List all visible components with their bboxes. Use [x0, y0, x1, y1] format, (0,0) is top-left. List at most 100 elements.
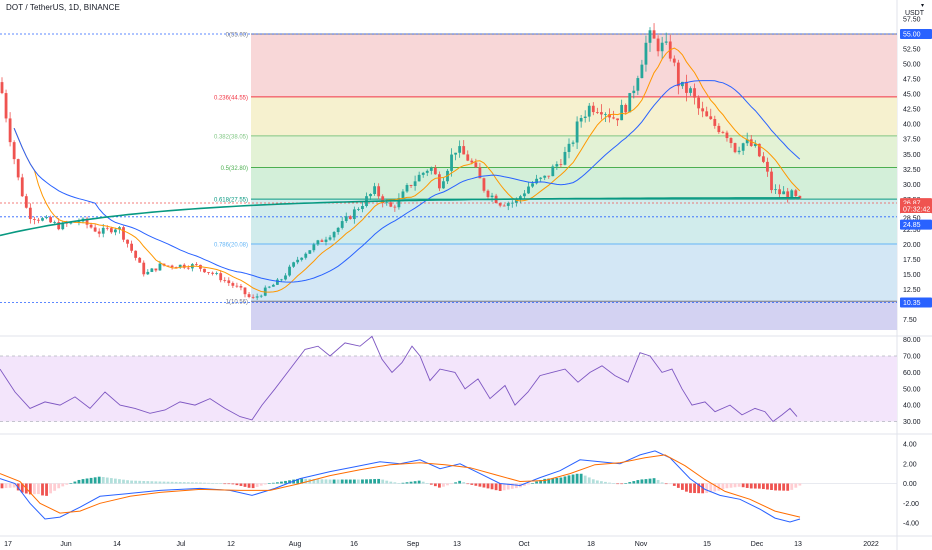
candle-body: [328, 237, 332, 240]
candle-body: [632, 90, 636, 94]
candle: [308, 250, 312, 254]
candle-body: [741, 143, 745, 151]
symbol-title[interactable]: DOT / TetherUS, 1D, BINANCE: [6, 3, 120, 12]
macd-histogram-bar: [97, 476, 101, 484]
candle-body: [672, 58, 676, 63]
candle: [231, 281, 235, 289]
macd-histogram-bar: [243, 483, 247, 487]
macd-histogram-bar: [0, 483, 4, 489]
candle: [182, 263, 186, 270]
macd-histogram-bar: [429, 483, 433, 485]
candle: [267, 286, 271, 289]
candle-body: [664, 41, 668, 43]
fib-zone: [251, 243, 897, 302]
candle-body: [122, 227, 125, 240]
candle-body: [186, 267, 190, 269]
macd-histogram-bar: [604, 481, 607, 484]
candle: [612, 110, 615, 120]
candle: [733, 142, 737, 154]
candle-body: [628, 93, 632, 113]
candle: [413, 175, 417, 191]
candle: [146, 269, 150, 276]
candle-body: [45, 217, 48, 219]
macd-histogram-bar: [753, 483, 757, 489]
macd-histogram-bar: [174, 481, 178, 484]
candle: [462, 140, 466, 155]
candle-body: [701, 108, 705, 112]
candle-body: [616, 118, 619, 121]
candle-body: [656, 38, 660, 52]
price-tick-label: 52.50: [903, 47, 921, 54]
macd-histogram-bar: [527, 483, 530, 485]
candle: [749, 134, 753, 147]
candle-body: [433, 167, 437, 175]
fib-level-label: 0.5(32.80): [221, 166, 248, 172]
candle: [660, 36, 664, 59]
price-badge: [900, 297, 932, 308]
macd-histogram-bar: [535, 481, 538, 484]
candle-body: [316, 240, 320, 245]
candle-body: [519, 196, 522, 200]
candle: [474, 158, 478, 169]
macd-histogram-bar: [251, 483, 255, 489]
candle: [701, 101, 705, 118]
macd-histogram-bar: [211, 483, 214, 484]
candle: [154, 268, 158, 273]
candle-body: [547, 175, 551, 177]
rsi-band: [0, 356, 897, 422]
candle: [527, 181, 530, 194]
candle: [122, 225, 125, 243]
macd-histogram-bar: [284, 480, 287, 484]
candle-body: [506, 203, 510, 206]
candle: [636, 75, 640, 96]
candle-body: [231, 283, 235, 286]
candle-body: [12, 142, 16, 160]
candle-body: [101, 227, 105, 234]
rsi-pane: 80.00 70.00 60.00 50.00 40.00 30.00: [0, 335, 921, 426]
macd-histogram-bar: [271, 482, 275, 484]
macd-histogram-bar: [620, 483, 624, 485]
candle-body: [591, 105, 595, 113]
candle-body: [749, 139, 753, 146]
macd-histogram-bar: [757, 483, 761, 489]
candle: [259, 294, 263, 298]
candle-body: [786, 191, 790, 198]
macd-histogram-bar: [770, 483, 773, 490]
candle: [717, 123, 721, 134]
candle-body: [215, 273, 219, 274]
candle: [523, 190, 526, 199]
macd-histogram-bar: [158, 481, 162, 484]
macd-histogram-bar: [61, 483, 65, 487]
fib-zone: [251, 135, 897, 168]
candle: [312, 242, 316, 253]
macd-histogram-bar: [591, 479, 595, 484]
macd-histogram-bar: [474, 483, 478, 486]
macd-histogram-bar: [344, 479, 348, 484]
candle-body: [158, 263, 162, 271]
macd-histogram-bar: [486, 483, 490, 489]
candle: [551, 164, 555, 177]
macd-histogram-bar: [741, 483, 745, 488]
macd-histogram-bar: [681, 483, 684, 490]
candle: [300, 257, 304, 262]
macd-histogram-bar: [393, 482, 397, 484]
macd-histogram-bar: [425, 483, 429, 484]
ma-200-line: [0, 197, 800, 237]
price-tick-label: 35.00: [903, 152, 921, 159]
macd-histogram-bar: [332, 479, 336, 484]
ema-fast-line: [13, 47, 801, 293]
candle-body: [61, 222, 65, 230]
candle-body: [429, 167, 433, 171]
candle: [498, 202, 502, 208]
macd-histogram-bar: [644, 479, 648, 484]
macd-histogram-bar: [101, 477, 105, 484]
candle-body: [381, 196, 385, 204]
candle: [33, 216, 36, 225]
macd-histogram-bar: [555, 477, 559, 484]
macd-histogram-bar: [122, 479, 125, 484]
candle-body: [514, 199, 518, 203]
candle-body: [790, 190, 794, 198]
candle-body: [458, 146, 462, 153]
macd-histogram-bar: [146, 481, 150, 484]
